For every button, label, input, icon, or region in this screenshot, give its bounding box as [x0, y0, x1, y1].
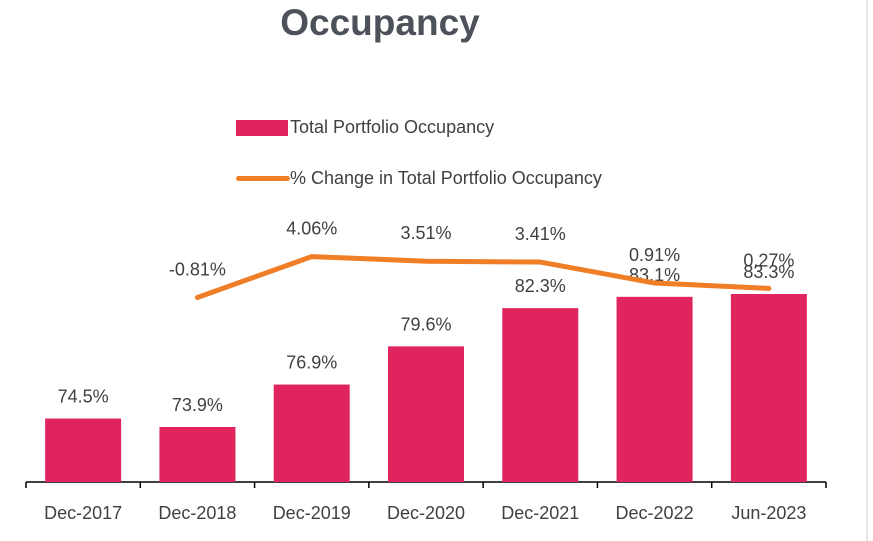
- line-data-label: 3.51%: [400, 223, 451, 243]
- legend-swatch-line: [236, 176, 290, 181]
- line-data-label: 0.91%: [629, 245, 680, 265]
- line-data-label: 4.06%: [286, 219, 337, 239]
- bar-dec-2022: [616, 296, 693, 482]
- bar-dec-2021: [502, 308, 579, 482]
- chart-title: Occupancy: [280, 2, 480, 43]
- bar-data-label: 82.3%: [515, 276, 566, 296]
- legend-item-occupancy: Total Portfolio Occupancy: [236, 117, 494, 138]
- x-tick-label: Dec-2020: [387, 503, 465, 523]
- x-tick-label: Dec-2022: [616, 503, 694, 523]
- bar-dec-2018: [159, 427, 236, 482]
- bar-data-label: 76.9%: [286, 353, 337, 373]
- legend-item-change: % Change in Total Portfolio Occupancy: [236, 168, 602, 189]
- x-tick-label: Jun-2023: [731, 503, 806, 523]
- legend-label-occupancy: Total Portfolio Occupancy: [290, 117, 495, 137]
- bar-dec-2020: [388, 346, 464, 482]
- legend-label-change: % Change in Total Portfolio Occupancy: [290, 168, 602, 188]
- bar-data-label: 83.3%: [743, 262, 794, 282]
- x-tick-label: Dec-2019: [273, 503, 351, 523]
- bar-data-label: 73.9%: [172, 395, 223, 415]
- bar-dec-2017: [45, 418, 122, 482]
- line-data-label: 3.41%: [515, 224, 566, 244]
- bar-dec-2019: [273, 384, 350, 482]
- legend-swatch-bar: [236, 119, 288, 136]
- x-tick-label: Dec-2017: [44, 503, 122, 523]
- bar-data-label: 79.6%: [400, 314, 451, 334]
- line-data-label: 0.27%: [743, 250, 794, 270]
- bar-jun-2023: [730, 293, 807, 482]
- x-tick-label: Dec-2021: [501, 503, 579, 523]
- frame-border: [866, 0, 868, 541]
- x-tick-label: Dec-2018: [158, 503, 236, 523]
- bar-data-label: 74.5%: [58, 387, 109, 407]
- line-data-label: -0.81%: [169, 260, 226, 280]
- change-line: [194, 254, 772, 300]
